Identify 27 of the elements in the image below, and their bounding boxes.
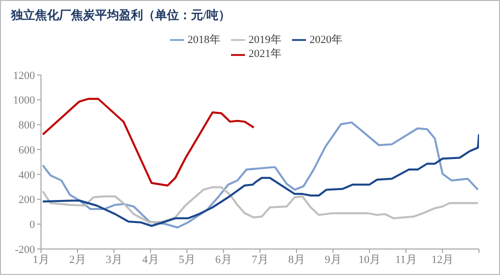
line-series [42,98,255,186]
y-tick-label: -200 [14,244,36,256]
x-tick-label: 10月 [358,254,380,266]
y-tick-label: 200 [18,194,36,206]
y-tick-label: 600 [18,144,36,156]
x-tick-label: 1月 [32,254,50,266]
x-tick-label: 8月 [288,254,305,266]
x-tick-label: 3月 [106,254,122,266]
legend-label: 2019年 [248,34,282,46]
legend-label: 2021年 [248,48,282,60]
x-tick-label: 7月 [252,254,268,266]
y-tick-label: 800 [18,120,36,132]
x-tick-label: 11月 [395,254,417,266]
x-tick-label: 4月 [142,254,159,266]
x-tick-label: 9月 [324,254,342,266]
legend-label: 2020年 [310,34,342,46]
chart-title: 独立焦化厂焦炭平均盈利（单位：元/吨） [11,7,230,24]
x-tick-label: 2月 [69,254,86,266]
y-tick-label: 0 [30,219,36,232]
y-tick-label: 400 [18,169,36,182]
legend-label: 2018年 [188,34,220,46]
line-series [42,186,479,224]
x-tick-label: 12月 [432,254,454,266]
y-tick-label: 1200 [13,70,36,82]
x-tick-label: 5月 [178,254,196,266]
y-tick-label: 1000 [13,94,36,107]
x-tick-label: 6月 [215,254,232,266]
